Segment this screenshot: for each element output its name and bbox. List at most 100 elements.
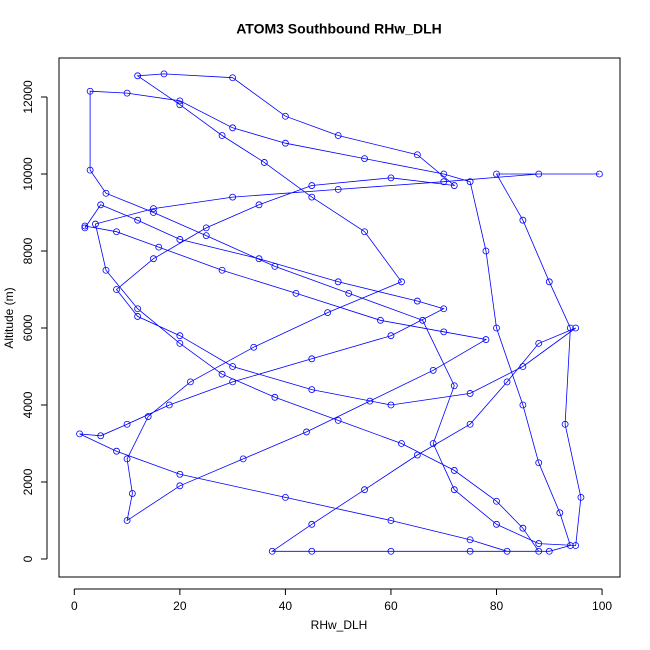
data-point [268,547,276,555]
y-tick-label: 12000 [21,80,35,114]
data-point [493,324,500,332]
data-point [466,390,474,397]
data-point [308,182,316,189]
data-point [419,316,427,324]
data-point [387,547,395,555]
data-point [493,497,500,505]
data-point [596,170,603,178]
data-point [493,520,500,528]
data-point [165,401,173,409]
data-point [413,151,421,159]
data-point [92,220,99,228]
data-point [86,166,94,174]
data-point [97,201,105,209]
data-point [102,266,110,274]
data-point [229,74,237,82]
x-tick-label: 40 [279,599,293,613]
data-point [202,224,210,232]
data-point [176,482,184,490]
data-point [413,297,421,305]
data-point [572,542,580,549]
x-tick-label: 20 [173,599,187,613]
data-point [303,428,310,436]
data-point [176,101,184,109]
data-point [282,112,289,120]
data-point [535,540,543,547]
data-point [229,193,237,201]
data-point [572,324,580,332]
y-tick-label: 4000 [21,391,35,418]
data-point [535,547,543,555]
data-point [113,447,120,455]
data-point [482,336,490,343]
data-point [123,420,131,428]
data-point [176,236,184,243]
data-point [308,386,316,393]
data-point [545,278,553,286]
data-point [123,517,131,524]
data-point [482,247,490,255]
data-point [429,366,437,374]
x-tick-label: 0 [71,599,78,613]
data-point [150,209,157,216]
data-point [187,378,194,386]
data-point [466,536,474,544]
data-point [255,255,263,263]
data-point [519,216,527,224]
data-point [123,455,131,463]
data-point [440,178,448,186]
data-point [308,355,316,363]
data-point [519,363,527,370]
data-point [556,509,564,517]
data-point [519,401,527,409]
data-point [334,278,342,286]
data-point [250,343,258,351]
data-point [324,309,332,316]
data-point [255,201,263,209]
data-line [79,73,600,552]
data-point [160,70,168,78]
data-point [123,89,131,97]
y-tick-label: 10000 [21,157,35,191]
data-point [398,440,405,447]
data-point [334,416,342,424]
data-point [535,170,543,178]
data-point [466,420,474,428]
data-point [398,278,405,286]
data-point [86,87,94,95]
data-point [76,430,83,438]
data-point [271,262,279,270]
data-point [361,486,368,494]
data-point [155,243,163,251]
data-point [466,547,474,555]
data-point [218,266,226,274]
data-point [377,316,384,324]
data-point [361,228,368,236]
x-tick-label: 80 [490,599,504,613]
data-point [519,524,527,532]
x-axis-label: RHw_DLH [311,618,368,632]
data-point [387,174,395,182]
data-point [345,289,353,297]
plot-frame [58,57,621,578]
chart-title: ATOM3 Southbound RHw_DLH [236,21,442,37]
data-point [535,339,543,347]
data-point [440,328,448,336]
data-point [440,170,448,178]
data-point [561,420,569,428]
data-point [366,397,374,405]
data-point [150,255,157,263]
data-point [134,313,142,320]
data-point [387,401,395,409]
data-point [81,222,89,230]
data-point [429,440,437,447]
data-point [282,139,289,147]
data-point [134,216,142,224]
data-point [493,170,500,178]
data-point [503,378,511,386]
data-point [102,189,110,197]
x-tick-label: 100 [592,599,612,613]
data-point [176,470,184,478]
data-point [176,339,184,347]
data-point [413,451,421,459]
